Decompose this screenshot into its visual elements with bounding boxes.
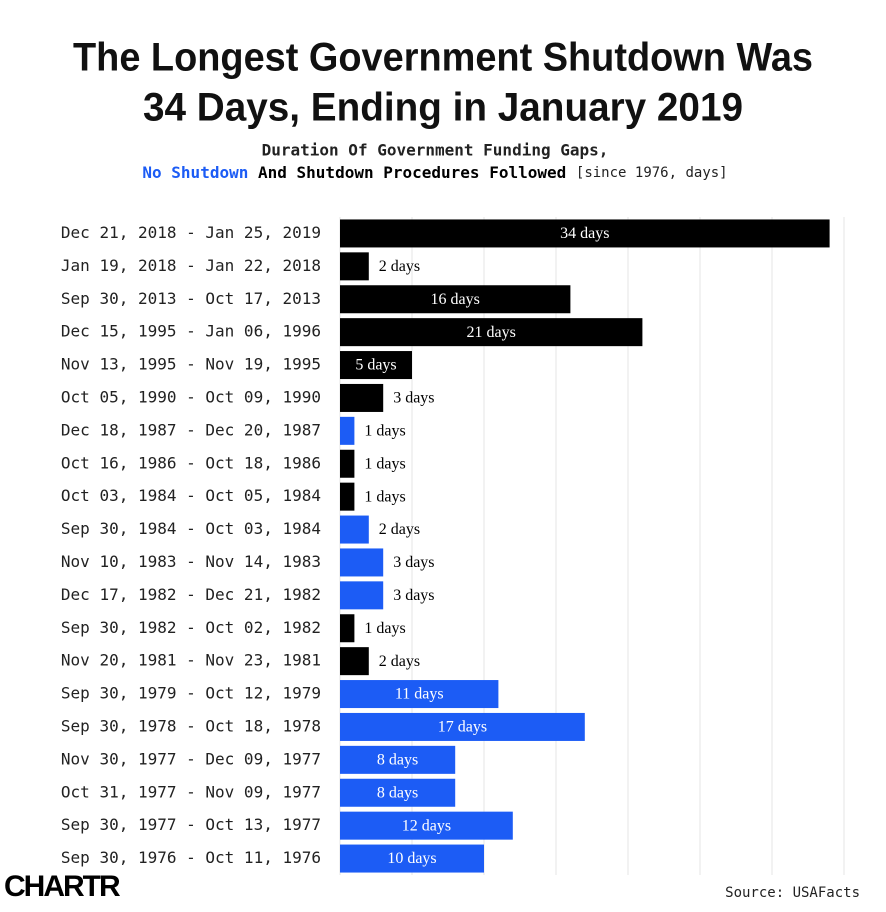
bar xyxy=(340,778,456,807)
bar xyxy=(340,647,369,676)
value-label: 34 days xyxy=(560,225,609,242)
bar xyxy=(340,581,384,610)
legend-entry: No Shutdown xyxy=(142,163,248,182)
y-tick-label: Sep 30, 1982 - Oct 02, 1982 xyxy=(61,618,321,637)
value-label: 3 days xyxy=(393,587,434,604)
bar xyxy=(340,614,355,643)
bar xyxy=(340,219,830,248)
y-tick-label: Sep 30, 1977 - Oct 13, 1977 xyxy=(61,815,321,834)
y-tick-label: Dec 17, 1982 - Dec 21, 1982 xyxy=(61,585,321,604)
bar xyxy=(340,712,585,741)
chart-title: 34 Days, Ending in January 2019 xyxy=(143,86,743,130)
value-label: 21 days xyxy=(467,324,516,341)
value-label: 10 days xyxy=(387,850,436,867)
value-label: 2 days xyxy=(379,521,420,538)
unit-note: [since 1976, days] xyxy=(576,165,728,181)
y-tick-label: Dec 15, 1995 - Jan 06, 1996 xyxy=(61,322,321,341)
value-label: 1 days xyxy=(364,488,405,505)
subtitle: Duration Of Government Funding Gaps, xyxy=(262,141,609,160)
y-tick-label: Nov 30, 1977 - Dec 09, 1977 xyxy=(61,749,321,768)
bar xyxy=(340,745,456,774)
y-tick-label: Nov 13, 1995 - Nov 19, 1995 xyxy=(61,355,321,374)
bar xyxy=(340,844,484,873)
value-label: 3 days xyxy=(393,390,434,407)
legend-entry: And Shutdown Procedures Followed xyxy=(258,163,566,182)
y-tick-label: Oct 05, 1990 - Oct 09, 1990 xyxy=(61,387,321,406)
y-tick-label: Oct 31, 1977 - Nov 09, 1977 xyxy=(61,782,321,801)
bar xyxy=(340,548,384,577)
y-tick-label: Sep 30, 1979 - Oct 12, 1979 xyxy=(61,684,321,703)
bar xyxy=(340,285,571,314)
y-tick-label: Dec 21, 2018 - Jan 25, 2019 xyxy=(61,223,321,242)
value-label: 16 days xyxy=(431,291,480,308)
subtitle-line: No Shutdown And Shutdown Procedures Foll… xyxy=(142,163,727,182)
y-tick-label: Nov 10, 1983 - Nov 14, 1983 xyxy=(61,552,321,571)
y-tick-label: Sep 30, 1976 - Oct 11, 1976 xyxy=(61,848,321,867)
bar xyxy=(340,811,513,840)
y-tick-label: Jan 19, 2018 - Jan 22, 2018 xyxy=(61,256,321,275)
value-label: 1 days xyxy=(364,455,405,472)
bar xyxy=(340,383,384,412)
value-label: 11 days xyxy=(395,686,444,703)
value-label: 8 days xyxy=(377,752,418,769)
value-label: 1 days xyxy=(364,620,405,637)
logo: CHARTR xyxy=(4,870,121,903)
y-tick-label: Oct 03, 1984 - Oct 05, 1984 xyxy=(61,486,321,505)
y-tick-label: Nov 20, 1981 - Nov 23, 1981 xyxy=(61,651,321,670)
value-label: 17 days xyxy=(438,719,487,736)
bar xyxy=(340,416,355,445)
y-tick-label: Sep 30, 1984 - Oct 03, 1984 xyxy=(61,519,321,538)
value-label: 1 days xyxy=(364,423,405,440)
bar xyxy=(340,318,643,347)
bar xyxy=(340,252,369,281)
source: Source: USAFacts xyxy=(725,885,860,901)
value-label: 5 days xyxy=(355,357,396,374)
bar xyxy=(340,515,369,544)
value-label: 2 days xyxy=(379,258,420,275)
bar xyxy=(340,482,355,511)
value-label: 2 days xyxy=(379,653,420,670)
value-label: 12 days xyxy=(402,817,451,834)
bar xyxy=(340,351,412,380)
bar xyxy=(340,449,355,478)
y-tick-label: Sep 30, 2013 - Oct 17, 2013 xyxy=(61,289,321,308)
value-label: 8 days xyxy=(377,784,418,801)
y-tick-label: Dec 18, 1987 - Dec 20, 1987 xyxy=(61,420,321,439)
y-tick-label: Oct 16, 1986 - Oct 18, 1986 xyxy=(61,453,321,472)
y-tick-label: Sep 30, 1978 - Oct 18, 1978 xyxy=(61,716,321,735)
bar xyxy=(340,680,499,709)
chart-title: The Longest Government Shutdown Was xyxy=(73,36,813,80)
value-label: 3 days xyxy=(393,554,434,571)
